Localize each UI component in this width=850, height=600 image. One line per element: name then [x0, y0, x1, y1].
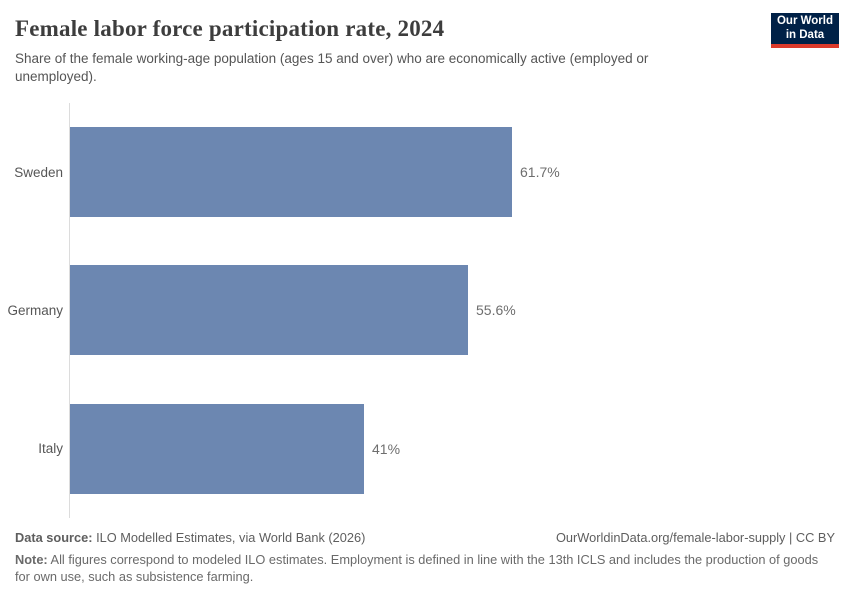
chart-row: Germany 55.6% [0, 241, 850, 379]
category-label: Germany [7, 302, 63, 318]
note-value: All figures correspond to modeled ILO es… [15, 551, 819, 584]
value-label: 61.7% [520, 164, 560, 181]
chart-header: Female labor force participation rate, 2… [15, 0, 839, 86]
bar[interactable] [70, 403, 364, 494]
value-label: 55.6% [476, 302, 516, 319]
chart-title: Female labor force participation rate, 2… [15, 16, 445, 41]
chart-subtitle: Share of the female working-age populati… [15, 51, 649, 85]
bar-rows: Sweden 61.7% Germany 55.6% Italy 41% [0, 103, 850, 518]
category-label: Sweden [14, 164, 63, 180]
owid-url-link[interactable]: OurWorldinData.org/female-labor-supply |… [555, 530, 835, 545]
chart-row: Italy 41% [0, 380, 850, 518]
bar-plot: Sweden 61.7% Germany 55.6% Italy 41% [0, 103, 850, 518]
value-label: 41% [372, 440, 401, 457]
bar[interactable] [70, 265, 468, 356]
owid-logo-line2: in Data [785, 28, 825, 41]
owid-logo-line1: Our World [776, 15, 833, 27]
source-line: Data source: ILO Modelled Estimates, via… [15, 530, 835, 547]
chart-footer: Data source: ILO Modelled Estimates, via… [15, 530, 835, 585]
bar[interactable] [70, 127, 512, 218]
data-source-value: ILO Modelled Estimates, via World Bank (… [92, 530, 366, 545]
note-label: Note: [15, 551, 48, 567]
data-source-text: Data source: ILO Modelled Estimates, via… [15, 530, 365, 547]
owid-logo[interactable]: Our World in Data [771, 13, 839, 48]
data-source-label: Data source: [15, 530, 93, 545]
chart-row: Sweden 61.7% [0, 103, 850, 241]
y-axis-line [69, 103, 70, 518]
category-label: Italy [38, 441, 63, 457]
note-text: Note: All figures correspond to modeled … [15, 552, 835, 586]
